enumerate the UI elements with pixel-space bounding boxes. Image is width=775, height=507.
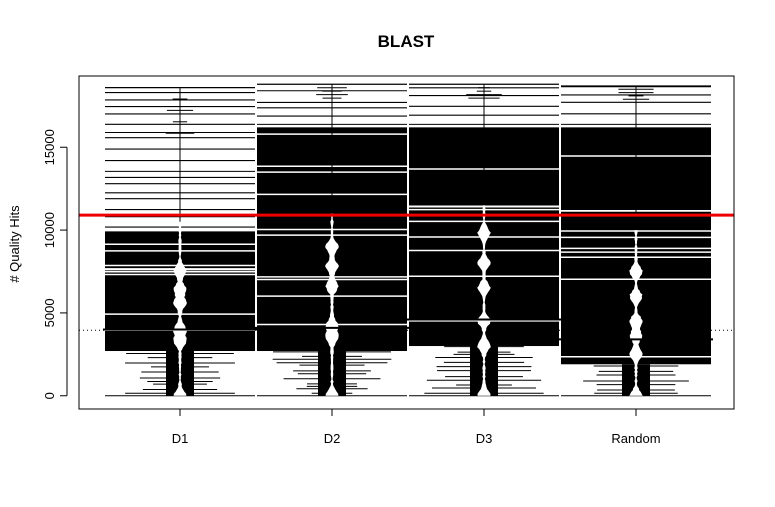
- y-tick-label-5000: 5000: [42, 298, 57, 327]
- x-tick-label-d3: D3: [476, 431, 493, 446]
- x-tick-label-d2: D2: [324, 431, 341, 446]
- y-axis-label: # Quality Hits: [7, 205, 22, 283]
- bean-density-spine: [173, 221, 187, 396]
- bean-d2: [255, 83, 409, 397]
- y-tick-label-10000: 10000: [42, 212, 57, 248]
- plot-area: [79, 83, 734, 397]
- bean-d1: [103, 86, 257, 397]
- chart-title: BLAST: [378, 32, 435, 51]
- x-tick-label-random: Random: [611, 431, 660, 446]
- bean-density-spine: [629, 230, 643, 396]
- bean-density-spine: [325, 213, 339, 396]
- bean-d3: [407, 83, 561, 397]
- y-tick-label-15000: 15000: [42, 129, 57, 165]
- x-tick-label-d1: D1: [172, 431, 189, 446]
- bean-density-spine: [477, 205, 491, 396]
- bean-random: [559, 85, 713, 397]
- y-tick-label-0: 0: [42, 392, 57, 399]
- axes: D1 D2 D3 Random 0 5000 10000 15000: [42, 75, 735, 446]
